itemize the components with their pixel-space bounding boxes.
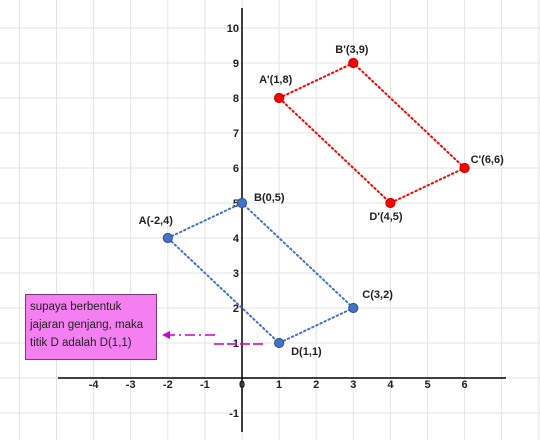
point-label: C'(6,6) [471,154,505,166]
y-tick-label: -1 [229,408,239,420]
x-tick-label: 1 [276,379,282,391]
point-marker [274,92,285,104]
point-marker [459,162,470,174]
note-arrow [162,331,266,345]
point-label: B'(3,9) [335,44,369,56]
note-box: supaya berbentuk jajaran genjang, maka t… [25,294,157,360]
note-line: supaya berbentuk [30,301,122,313]
axes [58,8,506,432]
y-tick-label: 7 [233,128,239,140]
y-tick-label: 3 [233,268,239,280]
points: A(-2,4) B(0,5) C(3,2) D(1,1) A'(1,8) B'(3,9) C… [139,44,504,358]
y-tick-label: 5 [233,198,239,210]
x-tick-label: 5 [424,379,430,391]
point-marker [162,232,173,244]
y-tick-label: 8 [233,93,239,105]
point-label: A'(1,8) [259,74,293,86]
point-label: D'(4,5) [369,211,403,223]
y-tick-label: 4 [233,233,240,245]
x-tick-label: -4 [89,379,100,391]
note-line: jajaran genjang, maka [30,319,144,331]
x-tick-label: -1 [200,379,210,391]
point-label: D(1,1) [291,346,322,358]
point-marker [348,302,359,314]
y-tick-label: 2 [233,303,239,315]
note-arrowhead [162,331,170,339]
point-label: A(-2,4) [139,215,174,227]
y-tick-label: 6 [233,163,239,175]
y-tick-label: 9 [233,58,239,70]
x-tick-label: 0 [239,379,245,391]
x-tick-label: 4 [387,379,394,391]
point-label: B(0,5) [254,192,285,204]
x-tick-label: 6 [462,379,468,391]
x-tick-label: 2 [313,379,319,391]
point-marker [385,197,396,209]
note-line: titik D adalah D(1,1) [30,337,132,349]
point-marker [236,197,248,209]
x-tick-label: -2 [163,379,173,391]
x-tick-label: 3 [350,379,356,391]
point-marker [274,337,285,349]
point-marker [348,57,359,69]
y-tick-label: 10 [227,23,239,35]
x-tick-label: -3 [126,379,136,391]
point-label: C(3,2) [362,289,393,301]
